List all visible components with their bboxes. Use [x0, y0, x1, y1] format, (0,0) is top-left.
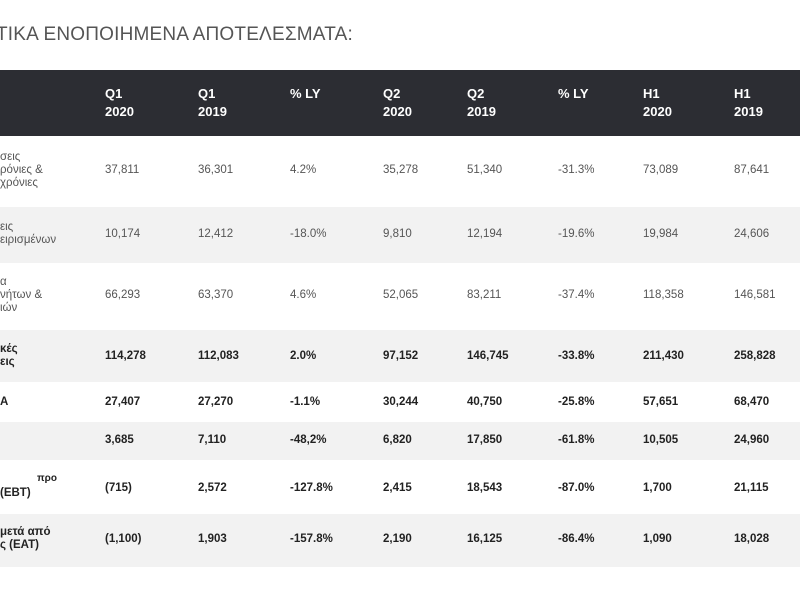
cell: 1,090 [643, 533, 672, 545]
cell: 63,370 [198, 289, 234, 301]
table-row: Α 27,407 27,270 -1.1% 30,244 40,750 -25.… [0, 383, 800, 422]
row-label: Α [0, 396, 9, 408]
cell: -1.1% [290, 396, 321, 408]
row-label: κές εις [0, 343, 18, 368]
col-h1-2019: H1 2019 [734, 86, 763, 119]
cell: 17,850 [467, 434, 503, 446]
cell: 51,340 [467, 164, 503, 176]
cell: -86.4% [558, 533, 595, 545]
table-row: α νήτων & ιών 66,293 63,370 4.6% 52,065 83… [0, 264, 800, 330]
table-row: μετά από ς (EAT) (1,100) 1,903 -157.8% 2,… [0, 514, 800, 568]
cell: 2,572 [198, 482, 227, 494]
cell: 57,651 [643, 396, 679, 408]
cell: (715) [105, 482, 132, 494]
col-q1-2019: Q1 2019 [198, 86, 227, 119]
cell: (1,100) [105, 533, 142, 545]
cell: -19.6% [558, 228, 595, 240]
table-header: Q1 2020 Q1 2019 % LY Q2 2020 Q2 2019 % LY H1… [0, 70, 800, 136]
cell: 35,278 [383, 164, 419, 176]
col-q2-2019: Q2 2019 [467, 86, 496, 119]
cell: 19,984 [643, 228, 679, 240]
row-label: (EBT) [0, 487, 31, 499]
cell: 3,685 [105, 434, 134, 446]
row-label: σεις ρόνιες & χρόνιες [0, 151, 43, 189]
cell: 27,407 [105, 396, 141, 408]
cell: 4.2% [290, 164, 317, 176]
cell: 12,412 [198, 228, 234, 240]
col-h1-2020: H1 2020 [643, 86, 672, 119]
cell: 36,301 [198, 164, 234, 176]
row-label: μετά από ς (EAT) [0, 526, 51, 551]
cell: 2.0% [290, 350, 317, 362]
cell: 7,110 [198, 434, 227, 446]
cell: 211,430 [643, 350, 684, 362]
cell: 83,211 [467, 289, 502, 301]
results-table: Q1 2020 Q1 2019 % LY Q2 2020 Q2 2019 % LY H1… [0, 70, 800, 568]
cell: 87,641 [734, 164, 770, 176]
cell: 10,174 [105, 228, 141, 240]
cell: 12,194 [467, 228, 503, 240]
cell: 118,358 [643, 289, 684, 301]
cell: 24,606 [734, 228, 770, 240]
cell: 258,828 [734, 350, 776, 362]
cell: 27,270 [198, 396, 234, 408]
cell: 2,415 [383, 482, 412, 494]
cell: 18,543 [467, 482, 503, 494]
cell: 146,745 [467, 350, 509, 362]
cell: -25.8% [558, 396, 595, 408]
table-row: κές εις 114,278 112,083 2.0% 97,152 146,7… [0, 330, 800, 383]
cell: 24,960 [734, 434, 770, 446]
cell: 18,028 [734, 533, 770, 545]
cell: -18.0% [290, 228, 327, 240]
table-row: προ (EBT) (715) 2,572 -127.8% 2,415 18,5… [0, 461, 800, 514]
cell: 10,505 [643, 434, 679, 446]
cell: 112,083 [198, 350, 239, 362]
cell: 9,810 [383, 228, 412, 240]
cell: 37,811 [105, 164, 140, 176]
cell: 2,190 [383, 533, 412, 545]
cell: 68,470 [734, 396, 770, 408]
cell: -48,2% [290, 434, 327, 446]
table-row: εις ειρισμένων 10,174 12,412 -18.0% 9,810… [0, 207, 800, 264]
cell: 1,903 [198, 533, 227, 545]
row-label: εις ειρισμένων [0, 221, 57, 246]
cell: 6,820 [383, 434, 412, 446]
cell: 4.6% [290, 289, 317, 301]
col-pct-ly-q1: % LY [290, 86, 321, 101]
table-row: σεις ρόνιες & χρόνιες 37,811 36,301 4.2% 3… [0, 136, 800, 207]
cell: 21,115 [734, 482, 769, 494]
cell: -127.8% [290, 482, 333, 494]
cell: 146,581 [734, 289, 776, 301]
cell: -157.8% [290, 533, 333, 545]
col-pct-ly-q2: % LY [558, 86, 589, 101]
cell: -37.4% [558, 289, 595, 301]
cell: 73,089 [643, 164, 679, 176]
cell: 16,125 [467, 533, 503, 545]
cell: 114,278 [105, 350, 146, 362]
cell: -87.0% [558, 482, 595, 494]
cell: 66,293 [105, 289, 141, 301]
cell: 1,700 [643, 482, 672, 494]
cell: 52,065 [383, 289, 419, 301]
cell: -31.3% [558, 164, 595, 176]
table-row: 3,685 7,110 -48,2% 6,820 17,850 -61.8% 1… [0, 422, 800, 461]
row-label-sup: προ [37, 473, 57, 484]
row-label: α νήτων & ιών [0, 276, 43, 314]
cell: -61.8% [558, 434, 595, 446]
cell: -33.8% [558, 350, 595, 362]
cell: 97,152 [383, 350, 419, 362]
cell: 30,244 [383, 396, 419, 408]
col-q2-2020: Q2 2020 [383, 86, 412, 119]
cell: 40,750 [467, 396, 503, 408]
col-q1-2020: Q1 2020 [105, 86, 134, 119]
page-title: ΤΙΚΑ ΕΝΟΠΟΙΗΜΕΝΑ ΑΠΟΤΕΛΕΣΜΑΤΑ: [0, 24, 354, 45]
